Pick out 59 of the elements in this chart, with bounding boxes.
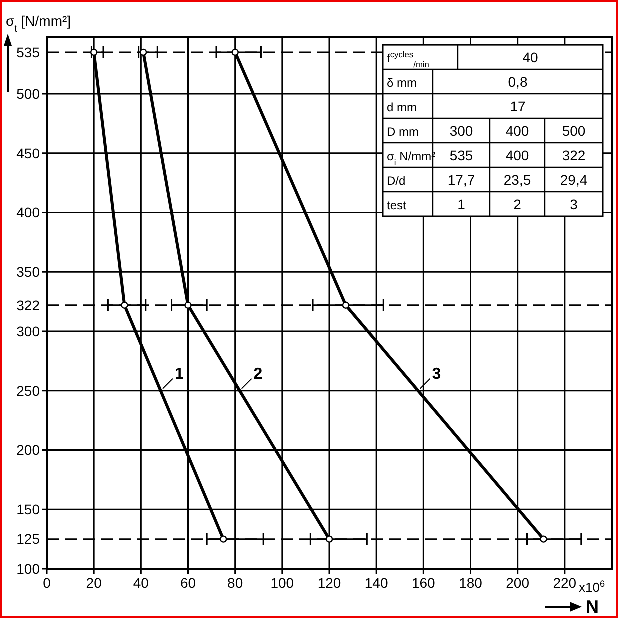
- point: [232, 48, 239, 56]
- annotation: 1: [458, 196, 466, 212]
- annotation: 23,5: [504, 172, 532, 188]
- annotation: 1: [174, 366, 184, 383]
- ref-line-label: 322: [16, 297, 40, 314]
- x-tick-label: 220: [553, 575, 577, 591]
- x-tick-label: 180: [459, 575, 483, 591]
- y-tick-label: 250: [16, 382, 40, 399]
- x-axis-title: N: [586, 597, 599, 617]
- annotation: 300: [450, 122, 474, 139]
- annotation: 2: [254, 366, 263, 383]
- annotation: δ mm: [387, 76, 418, 90]
- x-tick-label: 120: [318, 575, 342, 591]
- y-axis-title: σ$_{t}$ [N/mm²]: [6, 13, 72, 34]
- annotation: 400: [506, 147, 530, 164]
- annotation: 400: [506, 122, 530, 139]
- text: x10$^{6}$: [579, 579, 606, 595]
- x-tick-label: 20: [86, 575, 102, 591]
- annotation: 0,8: [508, 74, 528, 90]
- point: [220, 536, 228, 543]
- y-tick-label: 450: [16, 145, 40, 162]
- y-tick-label: 100: [16, 560, 40, 577]
- point: [540, 536, 548, 543]
- annotation: 3: [432, 366, 442, 383]
- x-tick-label: 60: [180, 575, 196, 591]
- x-tick-label: 140: [364, 575, 388, 591]
- ref-line-label: 535: [16, 44, 40, 60]
- annotation: 40: [522, 49, 538, 66]
- y-tick-label: 350: [16, 264, 40, 280]
- point: [326, 536, 334, 543]
- annotation: 17,7: [448, 172, 476, 188]
- x-tick-label: 100: [270, 575, 294, 591]
- point: [184, 302, 192, 309]
- point: [121, 302, 128, 309]
- y-tick-label: 300: [16, 323, 40, 340]
- point: [90, 48, 98, 56]
- annotation: 500: [562, 122, 586, 139]
- y-tick-label: 200: [16, 442, 40, 458]
- x-tick-label: 80: [228, 575, 244, 591]
- point: [140, 48, 148, 56]
- annotation: 2: [514, 196, 522, 212]
- annotation: 17: [510, 98, 526, 114]
- y-tick-label: 150: [16, 502, 40, 518]
- x-tick-label: 0: [43, 575, 52, 591]
- annotation: 29,4: [560, 172, 588, 188]
- annotation: 3: [570, 196, 578, 212]
- point: [342, 302, 350, 309]
- annotation: D mm: [387, 124, 419, 139]
- x-tick-label: 200: [506, 575, 530, 591]
- annotation: D/d: [387, 174, 406, 188]
- y-tick-label: 500: [16, 86, 40, 102]
- ref-line-label: 125: [16, 531, 40, 548]
- annotation: 322: [562, 147, 586, 164]
- y-tick-label: 400: [16, 204, 40, 221]
- annotation: 535: [450, 147, 474, 164]
- x-tick-label: 160: [412, 575, 436, 591]
- annotation: test: [387, 198, 408, 212]
- annotation: d mm: [387, 100, 418, 114]
- x-tick-label: 40: [133, 575, 150, 591]
